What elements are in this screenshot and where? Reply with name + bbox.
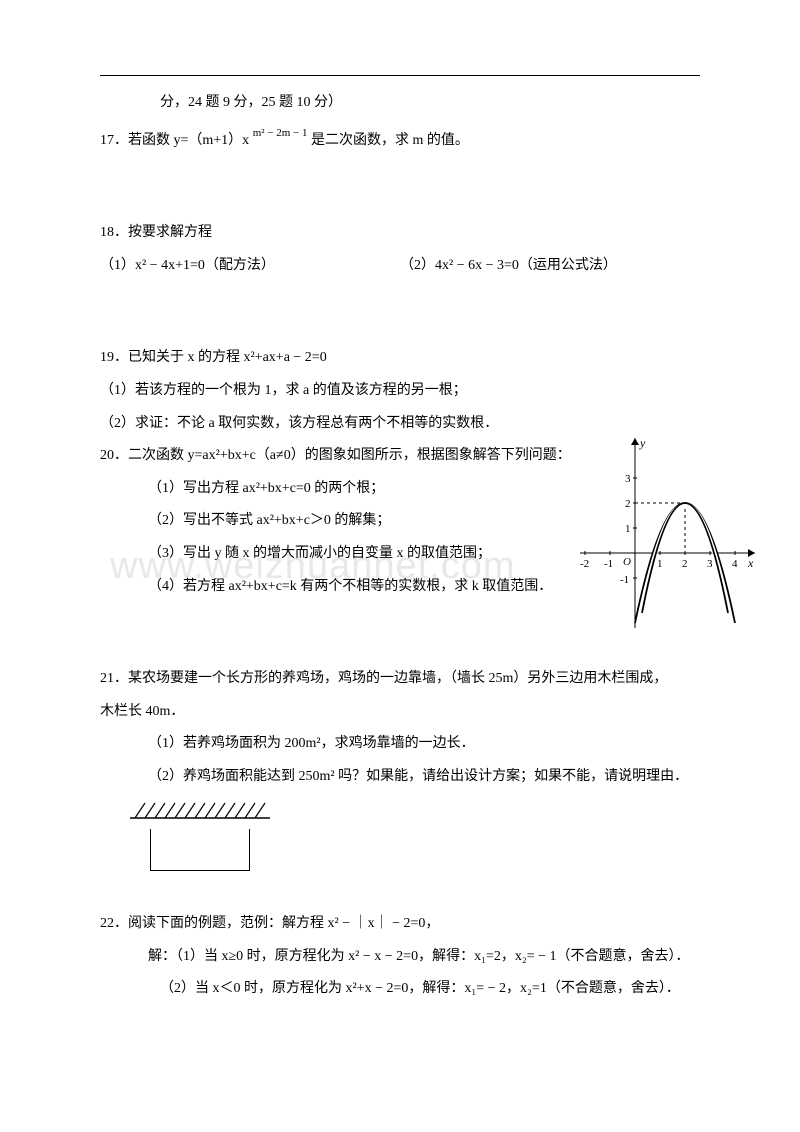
q18-b: （2）4x² − 6x − 3=0（运用公式法） xyxy=(400,253,617,280)
q22-b: （2）当 x＜0 时，原方程化为 x²+x − 2=0，解得：x₁= − 2，x… xyxy=(160,976,700,1003)
xtick-neg1: -1 xyxy=(604,558,613,570)
q22-a: 解：（1）当 x≥0 时，原方程化为 x² − x − 2=0，解得：x₁=2，… xyxy=(148,944,700,971)
q17-prefix: 17．若函数 y=（m+1）x xyxy=(100,133,249,148)
q17-exponent: m² − 2m − 1 xyxy=(253,123,308,144)
q20-block: 20．二次函数 y=ax²+bx+c（a≠0）的图象如图所示，根据图象解答下列问… xyxy=(100,443,700,600)
q17: 17．若函数 y=（m+1）x m² − 2m − 1 是二次函数，求 m 的值… xyxy=(100,123,700,155)
xtick-neg2: -2 xyxy=(580,558,589,570)
top-rule xyxy=(100,75,700,76)
q18-a: （1）x² − 4x+1=0（配方法） xyxy=(100,253,400,280)
xtick-3: 3 xyxy=(707,558,713,570)
q22-title: 22．阅读下面的例题，范例：解方程 x² − ｜x｜ − 2=0， xyxy=(100,911,700,938)
rect-shape xyxy=(150,829,250,871)
q19-title: 19．已知关于 x 的方程 x²+ax+a − 2=0 xyxy=(100,345,700,372)
ytick-1: 1 xyxy=(625,523,631,535)
q21-b: （2）养鸡场面积能达到 250m² 吗？如果能，请给出设计方案；如果不能，请说明… xyxy=(148,764,700,791)
q18-title: 18．按要求解方程 xyxy=(100,220,700,247)
q21-title-a: 21．某农场要建一个长方形的养鸡场，鸡场的一边靠墙，（墙长 25m）另外三边用木… xyxy=(100,666,700,693)
ytick-2: 2 xyxy=(625,498,631,510)
hatch-icon xyxy=(130,801,270,819)
header-note: 分，24 题 9 分，25 题 10 分） xyxy=(160,90,700,117)
y-label: y xyxy=(639,436,646,450)
xtick-2: 2 xyxy=(682,558,688,570)
xtick-1: 1 xyxy=(657,558,663,570)
origin: O xyxy=(623,556,631,568)
q20-graph: y x 3 2 1 -1 O -2 -1 1 2 3 4 xyxy=(580,433,760,633)
ytick-3: 3 xyxy=(625,473,631,485)
ytick-neg1: -1 xyxy=(620,574,629,586)
q21-a: （1）若养鸡场面积为 200m²，求鸡场靠墙的一边长． xyxy=(148,731,700,758)
q19-a: （1）若该方程的一个根为 1，求 a 的值及该方程的另一根； xyxy=(100,378,700,405)
x-label: x xyxy=(747,556,754,570)
xtick-4: 4 xyxy=(732,558,738,570)
q17-suffix: 是二次函数，求 m 的值。 xyxy=(311,133,469,148)
wall-diagram xyxy=(130,801,270,872)
page-content: 分，24 题 9 分，25 题 10 分） 17．若函数 y=（m+1）x m²… xyxy=(100,90,700,1003)
q18-body: （1）x² − 4x+1=0（配方法） （2）4x² − 6x − 3=0（运用… xyxy=(100,253,700,286)
q21-title-b: 木栏长 40m． xyxy=(100,699,700,726)
